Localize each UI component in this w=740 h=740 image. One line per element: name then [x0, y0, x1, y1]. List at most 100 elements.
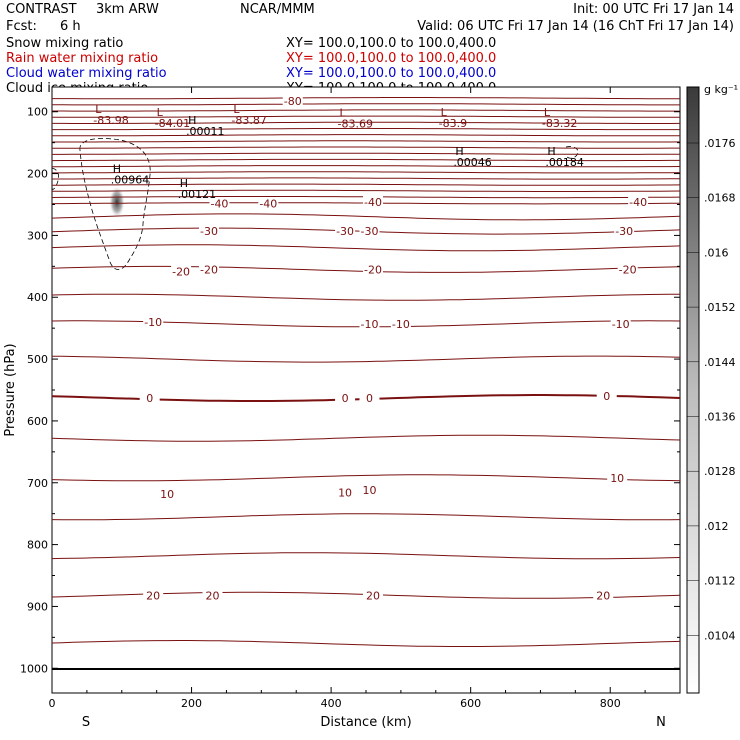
- contour-label-bg: [617, 263, 638, 275]
- contour-label: 20: [146, 589, 160, 602]
- extrema-labels: L-83.98L-84.01L-83.87L-83.69L-83.9L-83.3…: [93, 103, 584, 201]
- contour-label-bg: [593, 589, 614, 601]
- contour-label: 20: [596, 589, 610, 602]
- isotherm-line: [51, 640, 681, 647]
- model-name: CONTRAST: [6, 2, 77, 17]
- low-marker: L: [157, 106, 164, 119]
- north-label: N: [656, 715, 666, 730]
- contour-label-bg: [202, 589, 223, 601]
- isotherm-line: [51, 213, 681, 221]
- isotherm-line: [51, 552, 681, 560]
- contour-label-bg: [143, 315, 164, 327]
- low-marker: L: [339, 107, 346, 120]
- high-marker: H: [547, 145, 555, 158]
- field-xy: XY= 100.0,100.0 to 100.0,400.0: [286, 51, 496, 66]
- contour-labels: -80 -40 -40 -40 -40 -30 -30 -30 -30 -20 -20 -20 -20 -…: [139, 95, 649, 602]
- isotherm-line: [52, 97, 680, 100]
- y-tick-label: 200: [27, 168, 48, 181]
- y-tick-label: 800: [27, 539, 48, 552]
- y-axis-label: Pressure (hPa): [3, 343, 18, 436]
- contour-label-bg: [282, 95, 303, 107]
- contour-label: 10: [160, 488, 174, 501]
- low-marker: L: [95, 103, 102, 116]
- isotherm-line: [52, 103, 680, 106]
- isotherm-line: [52, 171, 681, 174]
- colorbar-label: .0176: [704, 137, 736, 150]
- contour-label-bg: [362, 263, 383, 275]
- contour-label-bg: [258, 197, 279, 209]
- contour-label-bg: [390, 317, 411, 329]
- contour-label-bg: [614, 225, 635, 237]
- contour-label-bg: [335, 392, 356, 404]
- x-tick-label: 200: [181, 697, 202, 710]
- isotherm-line: [52, 109, 680, 112]
- cloud-ice-contour-small: [565, 146, 579, 159]
- isotherm-line: [52, 127, 680, 131]
- colorbar-label: .0104: [704, 629, 736, 642]
- isotherm-line: [51, 513, 681, 521]
- contour-label: 0: [146, 392, 153, 405]
- y-tick-label: 100: [27, 106, 48, 119]
- contour-label-bg: [139, 392, 160, 404]
- contour-label-bg: [362, 196, 383, 208]
- organization: NCAR/MMM: [240, 2, 315, 17]
- contour-label-bg: [209, 197, 230, 209]
- contour-label: -40: [259, 197, 277, 210]
- colorbar: [686, 86, 700, 694]
- colorbar-label: .0136: [704, 411, 736, 424]
- isotherm-line: [51, 158, 680, 162]
- contour-label-bg: [143, 589, 164, 601]
- isotherm-line: [51, 355, 681, 363]
- contour-label-bg: [199, 225, 219, 237]
- contour-label-bg: [335, 225, 356, 237]
- contour-label: -30: [336, 225, 354, 238]
- model-config: 3km ARW: [96, 2, 159, 17]
- contour-label: -20: [200, 263, 218, 276]
- contour-label-bg: [335, 486, 356, 498]
- isotherm-line: [52, 134, 680, 137]
- contour-label: -30: [615, 225, 633, 238]
- low-marker: L: [544, 106, 551, 119]
- contour-label: -10: [612, 318, 630, 331]
- contour-label-bg: [359, 317, 380, 329]
- extremum-value: -83.98: [93, 114, 128, 127]
- y-tick-label: 600: [27, 415, 48, 428]
- x-tick-label: 800: [600, 697, 621, 710]
- contour-label: 0: [366, 392, 373, 405]
- temperature-contours: [51, 97, 681, 670]
- y-tick-label: 700: [27, 477, 48, 490]
- contour-label: -30: [200, 225, 218, 238]
- y-tick-label: 400: [27, 291, 48, 304]
- y-tick-label: 500: [27, 353, 48, 366]
- contour-label: -20: [364, 263, 382, 276]
- forecast-hour: 6 h: [60, 19, 81, 34]
- x-axis-label: Distance (km): [320, 715, 411, 730]
- x-axis: 0 200 400 600 800: [49, 87, 646, 710]
- south-label: S: [82, 715, 90, 730]
- contour-label: -10: [144, 316, 162, 329]
- contour-label-bg: [362, 589, 383, 601]
- contour-label-bg: [596, 390, 617, 402]
- extremum-value: -84.01: [155, 117, 190, 130]
- contour-label: 10: [362, 484, 376, 497]
- isotherm-line: [52, 115, 680, 118]
- field-xy: XY= 100.0,100.0 to 100.0,400.0: [286, 36, 496, 51]
- contour-label: -40: [364, 196, 382, 209]
- colorbar-label: .0144: [704, 356, 736, 369]
- extremum-value: .00184: [545, 156, 584, 169]
- contour-label: 0: [342, 392, 349, 405]
- isotherm-line: [52, 165, 681, 168]
- y-tick-label: 1000: [20, 662, 48, 675]
- forecast-label: Fcst:: [6, 19, 37, 34]
- extremum-value: .00011: [186, 125, 225, 138]
- isotherm-line: [52, 177, 680, 180]
- x-tick-label: 0: [49, 697, 56, 710]
- init-time: Init: 00 UTC Fri 17 Jan 14: [573, 2, 734, 17]
- contour-label: -40: [210, 197, 228, 210]
- field-name: Cloud water mixing ratio: [6, 66, 167, 81]
- high-marker: H: [455, 145, 463, 158]
- valid-time: Valid: 06 UTC Fri 17 Jan 14 (16 ChT Fri …: [417, 19, 734, 34]
- extremum-value: -83.9: [439, 117, 467, 130]
